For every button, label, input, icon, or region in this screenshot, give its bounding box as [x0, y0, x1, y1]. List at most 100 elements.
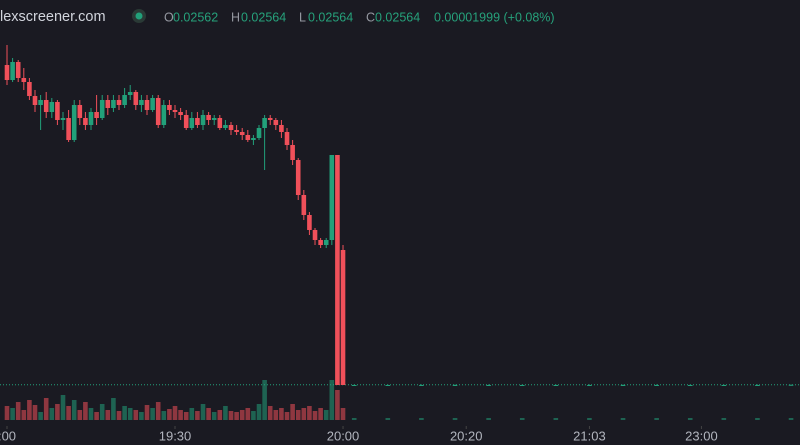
volume-bar [323, 410, 329, 420]
candle-body [323, 240, 329, 245]
candle-body [10, 62, 15, 80]
volume-bar [284, 412, 290, 420]
volume-bar [419, 418, 424, 420]
volume-bar [122, 406, 127, 420]
candle-body [189, 118, 195, 128]
volume-bar [172, 406, 178, 420]
candle-body [27, 82, 32, 96]
candle-body [111, 100, 116, 108]
candle-body [55, 102, 60, 120]
volume-bar [43, 398, 49, 420]
volume-bar [77, 410, 83, 420]
volume-bar [335, 390, 340, 420]
candle-body [200, 115, 206, 125]
candle-body [127, 92, 133, 95]
ohlc-label: O [164, 10, 174, 24]
volume-bar [519, 418, 525, 420]
volume-bar [788, 418, 794, 420]
volume-bar [161, 411, 167, 420]
candle-body [60, 118, 66, 120]
candle-body [195, 118, 200, 125]
volume-bar [312, 411, 318, 420]
volume-bar [279, 408, 284, 420]
volume-bar [32, 405, 38, 420]
candle-body [150, 98, 155, 110]
volume-bar [256, 404, 262, 420]
candle-body [133, 92, 139, 105]
ohlc-value: 0.02564 [375, 10, 420, 24]
volume-bar [94, 412, 99, 420]
volume-bar [267, 406, 273, 420]
candle-body [419, 385, 424, 386]
candle-body [172, 110, 178, 112]
candle-body [351, 385, 357, 386]
candle-body [335, 155, 340, 385]
candle-body [83, 118, 88, 125]
volume-bar [66, 406, 71, 420]
candle-body [267, 118, 273, 120]
x-tick-label: 20:00 [327, 428, 360, 443]
candle-body [262, 118, 267, 128]
candle-body [755, 385, 760, 386]
candle-body [654, 385, 659, 386]
ohlc-label: H [231, 10, 240, 24]
change: 0.00001999 (+0.08%) [434, 10, 555, 24]
volume-bar [71, 400, 77, 420]
volume-bar [183, 412, 189, 420]
volume-bar [307, 406, 312, 420]
candle-body [486, 385, 491, 386]
volume-bar [60, 395, 66, 420]
candle-body [245, 135, 251, 140]
volume-bar [301, 408, 307, 420]
volume-bar [55, 404, 60, 420]
candle-body [15, 62, 21, 78]
candle-body [553, 385, 559, 386]
volume-bar [295, 410, 301, 420]
volume-bar [486, 418, 491, 420]
candle-body [234, 130, 239, 132]
x-tick-label: 20:20 [450, 428, 483, 443]
volume-bar [116, 411, 122, 420]
volume-bar [721, 418, 727, 420]
candle-body [105, 100, 111, 108]
x-tick-label: 19:30 [159, 428, 192, 443]
header: lexscreener.com O 0.02562 H 0.02564 L 0.… [0, 0, 800, 34]
volume-bar [83, 402, 88, 420]
volume-bar [99, 404, 105, 420]
candle-body [183, 115, 189, 128]
candle-body [256, 128, 262, 138]
volume-bar [127, 408, 133, 420]
candle-body [167, 105, 172, 110]
candle-body [99, 100, 105, 118]
candle-body [4, 65, 10, 80]
candle-body [71, 105, 77, 140]
volume-bar [654, 418, 659, 420]
volume-bar [167, 409, 172, 420]
volume-bar [245, 408, 251, 420]
volume-bar [21, 410, 27, 420]
volume-bar [262, 380, 267, 420]
volume-bar [4, 406, 10, 420]
volume-bar [228, 411, 234, 420]
volume-bar [133, 410, 139, 420]
candle-body [144, 100, 150, 110]
volume-bar [15, 402, 21, 420]
volume-bar [452, 418, 458, 420]
candle-body [251, 138, 256, 140]
candle-body [161, 105, 167, 125]
candle-body [139, 100, 144, 105]
x-tick-label: 21:03 [573, 428, 606, 443]
volume-bar [195, 411, 200, 420]
candle-body [318, 240, 323, 245]
candle-body [94, 112, 99, 118]
candle-body [77, 105, 83, 118]
volume-bar [251, 411, 256, 420]
candle-body [290, 145, 295, 160]
candle-body [66, 118, 71, 140]
candle-body [385, 385, 391, 386]
volume-bar [10, 408, 15, 420]
volume-bar [234, 412, 239, 420]
volume-bar [144, 405, 150, 420]
volume-bar [385, 418, 391, 420]
